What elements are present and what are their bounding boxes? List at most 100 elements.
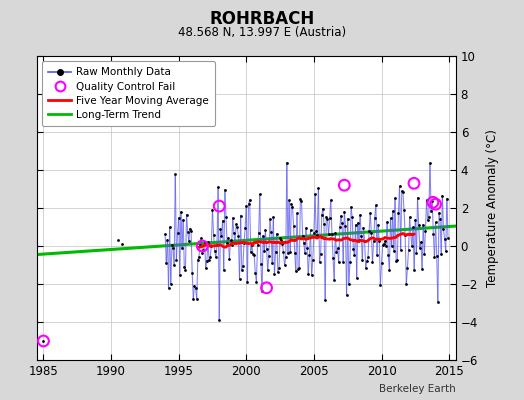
Point	[429, 199, 437, 206]
Text: ROHRBACH: ROHRBACH	[210, 10, 314, 28]
Point	[391, 195, 399, 202]
Point	[392, 258, 400, 264]
Point	[235, 276, 244, 282]
Point	[363, 258, 371, 264]
Point	[183, 229, 192, 235]
Point	[190, 282, 199, 289]
Point	[310, 230, 318, 236]
Point	[366, 210, 375, 216]
Point	[242, 202, 250, 209]
Point	[393, 257, 401, 263]
Point	[386, 215, 395, 222]
Point	[169, 245, 177, 252]
Point	[356, 212, 364, 218]
Point	[206, 254, 214, 260]
Point	[439, 226, 447, 233]
Point	[358, 256, 367, 263]
Point	[400, 207, 408, 214]
Point	[422, 197, 431, 204]
Point	[239, 262, 247, 269]
Point	[161, 231, 169, 238]
Point	[281, 254, 290, 260]
Point	[279, 249, 288, 255]
Point	[302, 225, 310, 231]
Point	[39, 338, 48, 344]
Point	[214, 184, 222, 190]
Point	[315, 259, 324, 265]
Point	[301, 250, 309, 256]
Point	[222, 214, 230, 220]
Point	[434, 299, 442, 305]
Point	[403, 265, 412, 272]
Point	[208, 207, 216, 213]
Point	[185, 225, 194, 232]
Point	[267, 229, 275, 235]
Point	[165, 284, 173, 291]
Point	[202, 265, 210, 271]
Point	[271, 249, 280, 255]
Point	[296, 196, 304, 202]
Point	[245, 197, 254, 203]
Point	[389, 208, 397, 214]
Point	[163, 237, 171, 243]
Point	[340, 182, 348, 188]
Point	[189, 296, 198, 302]
Point	[406, 214, 414, 220]
Point	[258, 288, 266, 294]
Point	[195, 254, 203, 260]
Point	[399, 189, 407, 196]
Point	[188, 270, 196, 276]
Point	[442, 248, 450, 254]
Point	[278, 241, 287, 248]
Point	[390, 248, 398, 254]
Point	[304, 270, 312, 277]
Point	[411, 217, 420, 223]
Point	[198, 243, 206, 249]
Point	[307, 227, 315, 233]
Point	[259, 232, 267, 239]
Point	[345, 281, 353, 287]
Point	[204, 239, 212, 246]
Point	[231, 240, 239, 246]
Point	[274, 269, 282, 275]
Point	[324, 231, 333, 237]
Point	[247, 248, 255, 255]
Point	[362, 264, 370, 271]
Point	[221, 186, 229, 193]
Point	[418, 265, 426, 272]
Point	[311, 191, 319, 198]
Point	[200, 238, 209, 245]
Point	[173, 230, 182, 237]
Point	[316, 250, 325, 257]
Point	[172, 257, 181, 263]
Point	[39, 338, 48, 344]
Text: Berkeley Earth: Berkeley Earth	[379, 384, 456, 394]
Point	[288, 204, 297, 210]
Point	[260, 248, 268, 254]
Point	[182, 212, 191, 218]
Point	[398, 188, 406, 194]
Point	[375, 238, 384, 244]
Point	[213, 242, 221, 248]
Point	[266, 216, 274, 222]
Point	[232, 221, 241, 228]
Point	[429, 231, 438, 238]
Point	[275, 265, 283, 271]
Point	[167, 280, 175, 287]
Point	[227, 242, 236, 248]
Point	[289, 223, 298, 230]
Point	[270, 271, 279, 278]
Point	[166, 224, 174, 230]
Point	[305, 252, 313, 258]
Point	[437, 251, 445, 257]
Point	[339, 258, 347, 265]
Point	[328, 230, 336, 237]
Point	[263, 285, 271, 291]
Point	[408, 243, 416, 249]
Point	[382, 243, 390, 249]
Point	[118, 241, 126, 247]
Text: 48.568 N, 13.997 E (Austria): 48.568 N, 13.997 E (Austria)	[178, 26, 346, 39]
Point	[257, 261, 265, 268]
Point	[370, 215, 379, 221]
Point	[180, 264, 189, 270]
